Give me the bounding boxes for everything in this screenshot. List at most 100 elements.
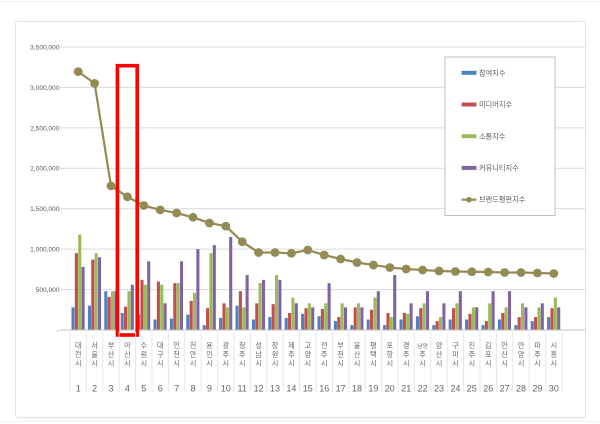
svg-text:남양: 남양 — [417, 342, 428, 350]
svg-text:전: 전 — [75, 350, 82, 359]
svg-text:시: 시 — [452, 359, 459, 368]
svg-text:대: 대 — [75, 341, 82, 350]
svg-text:원: 원 — [272, 350, 279, 359]
svg-text:9: 9 — [207, 384, 212, 394]
svg-text:진: 진 — [468, 341, 475, 350]
svg-text:시: 시 — [436, 359, 443, 368]
svg-text:김: 김 — [485, 341, 492, 350]
svg-text:2,500,000: 2,500,000 — [30, 125, 60, 132]
svg-text:구: 구 — [157, 350, 164, 359]
svg-text:경: 경 — [403, 341, 410, 350]
svg-text:21: 21 — [401, 384, 411, 394]
svg-text:미: 미 — [452, 350, 459, 359]
svg-text:시: 시 — [321, 359, 328, 368]
svg-text:시: 시 — [386, 359, 393, 368]
svg-text:26: 26 — [483, 384, 493, 394]
svg-text:참여지수: 참여지수 — [479, 68, 506, 77]
svg-text:4: 4 — [125, 384, 130, 394]
svg-text:18: 18 — [352, 384, 362, 394]
svg-text:500,000: 500,000 — [36, 287, 60, 294]
svg-text:양: 양 — [304, 350, 311, 359]
svg-text:인: 인 — [173, 341, 180, 350]
svg-text:시: 시 — [288, 359, 295, 368]
svg-text:주: 주 — [534, 350, 541, 359]
svg-text:시: 시 — [354, 359, 361, 368]
svg-text:주: 주 — [468, 350, 475, 359]
svg-text:1,000,000: 1,000,000 — [30, 247, 60, 254]
svg-text:6: 6 — [158, 384, 163, 394]
svg-text:시: 시 — [534, 359, 541, 368]
svg-text:시: 시 — [91, 359, 98, 368]
svg-text:시: 시 — [124, 359, 131, 368]
svg-text:27: 27 — [500, 384, 510, 394]
svg-text:1,500,000: 1,500,000 — [30, 206, 60, 213]
svg-text:남: 남 — [255, 350, 262, 359]
svg-text:시: 시 — [403, 359, 410, 368]
svg-text:천: 천 — [190, 341, 197, 350]
svg-text:부: 부 — [337, 341, 344, 350]
svg-text:8: 8 — [190, 384, 195, 394]
svg-text:고: 고 — [304, 341, 311, 350]
svg-text:안: 안 — [190, 350, 197, 359]
svg-text:13: 13 — [270, 384, 280, 394]
svg-text:산: 산 — [124, 350, 131, 359]
svg-text:3: 3 — [108, 384, 113, 394]
svg-text:광: 광 — [222, 341, 229, 350]
svg-text:시: 시 — [485, 359, 492, 368]
svg-text:11: 11 — [238, 384, 247, 394]
svg-text:소통지수: 소통지수 — [479, 132, 506, 141]
svg-text:안: 안 — [501, 341, 508, 350]
svg-text:포: 포 — [485, 350, 492, 359]
svg-text:청: 청 — [239, 341, 246, 350]
svg-text:시: 시 — [272, 359, 279, 368]
svg-text:부: 부 — [108, 341, 115, 350]
svg-text:흥: 흥 — [550, 350, 557, 359]
svg-text:주: 주 — [321, 350, 328, 359]
svg-text:시: 시 — [550, 359, 557, 368]
svg-text:시: 시 — [222, 359, 229, 368]
svg-text:울: 울 — [354, 341, 361, 350]
svg-text:1: 1 — [76, 384, 81, 394]
svg-text:시: 시 — [190, 359, 197, 368]
svg-text:서: 서 — [91, 341, 98, 350]
svg-text:시: 시 — [550, 341, 557, 350]
svg-text:-: - — [57, 327, 59, 334]
svg-text:시: 시 — [419, 359, 426, 368]
svg-text:14: 14 — [286, 384, 296, 394]
svg-text:제: 제 — [288, 341, 295, 350]
svg-text:울: 울 — [91, 350, 98, 359]
svg-text:주: 주 — [419, 350, 426, 359]
svg-text:시: 시 — [173, 359, 180, 368]
svg-text:시: 시 — [370, 359, 377, 368]
svg-text:22: 22 — [418, 384, 428, 394]
svg-text:성: 성 — [255, 341, 262, 350]
svg-text:천: 천 — [173, 350, 180, 359]
svg-text:인: 인 — [206, 350, 213, 359]
svg-text:3,000,000: 3,000,000 — [30, 85, 60, 92]
svg-text:12: 12 — [254, 384, 264, 394]
svg-text:시: 시 — [239, 359, 246, 368]
svg-text:30: 30 — [549, 384, 559, 394]
svg-text:시: 시 — [337, 359, 344, 368]
svg-text:산: 산 — [354, 350, 361, 359]
svg-text:산: 산 — [501, 350, 508, 359]
svg-text:아: 아 — [124, 341, 131, 350]
svg-text:수: 수 — [140, 341, 147, 350]
svg-text:시: 시 — [304, 359, 311, 368]
svg-text:7: 7 — [174, 384, 179, 394]
svg-text:시: 시 — [468, 359, 475, 368]
svg-text:16: 16 — [319, 384, 329, 394]
svg-text:3,500,000: 3,500,000 — [30, 44, 60, 51]
svg-text:산: 산 — [108, 350, 115, 359]
svg-text:23: 23 — [434, 384, 444, 394]
svg-text:5: 5 — [141, 384, 146, 394]
svg-text:주: 주 — [288, 350, 295, 359]
svg-text:천: 천 — [337, 350, 344, 359]
svg-text:시: 시 — [206, 359, 213, 368]
svg-text:시: 시 — [157, 359, 164, 368]
svg-text:10: 10 — [221, 384, 231, 394]
svg-text:시: 시 — [255, 359, 262, 368]
svg-text:15: 15 — [303, 384, 313, 394]
svg-text:양: 양 — [436, 341, 443, 350]
svg-text:안: 안 — [518, 341, 525, 350]
